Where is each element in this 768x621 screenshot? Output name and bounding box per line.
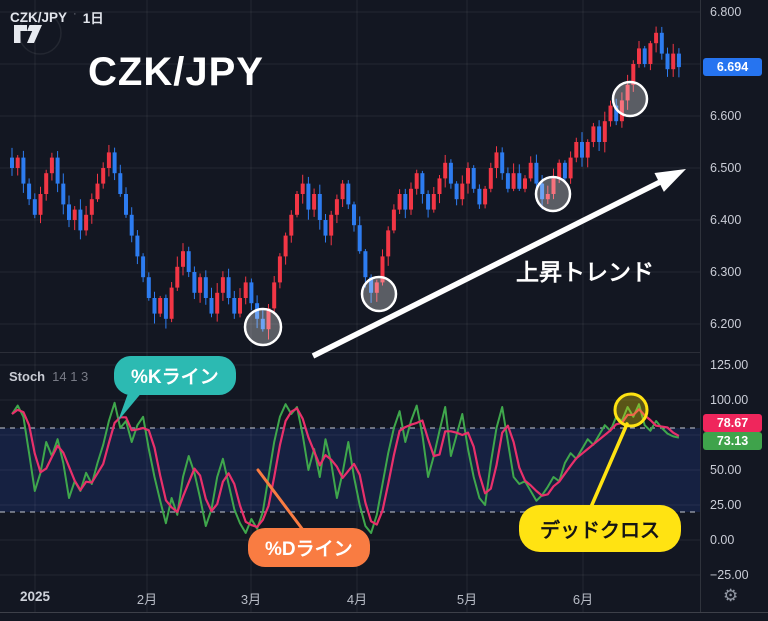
trend-arrow[interactable] — [311, 178, 664, 359]
last-price-badge: 6.694 — [703, 58, 762, 77]
logo-circle — [18, 11, 62, 55]
highlight-circle[interactable] — [360, 275, 398, 313]
timeframe-label[interactable]: 1日 — [82, 11, 104, 26]
time-tick-label: 2025 — [19, 589, 51, 604]
highlight-circle[interactable] — [534, 175, 572, 213]
indicator-legend[interactable]: Stoch 14 1 3 — [9, 369, 88, 384]
dead-badge-tail — [589, 422, 629, 509]
stoch-tick-label: 25.00 — [710, 498, 742, 512]
price-tick-label: 6.800 — [710, 5, 742, 19]
time-tick-label: 3月 — [240, 592, 262, 607]
logo-glyph-1 — [14, 25, 27, 43]
price-tick-label: 6.400 — [710, 213, 742, 227]
time-tick-label: 2月 — [136, 592, 158, 607]
dead-cross-circle[interactable] — [613, 392, 649, 428]
indicator-name[interactable]: Stoch — [9, 369, 46, 384]
symbol-header[interactable]: CZK/JPY · 1日 — [10, 7, 104, 27]
time-axis[interactable]: 2025 2月 3月 4月 5月 6月 — [0, 583, 700, 613]
header-separator: · — [73, 8, 77, 20]
k-line-badge[interactable]: %Kライン — [114, 356, 236, 395]
d-badge-tail — [256, 468, 305, 532]
watermark-title: CZK/JPY — [88, 50, 264, 94]
stoch-k-line — [11, 401, 680, 534]
highlight-circle[interactable] — [611, 80, 649, 118]
stoch-tick-label: 50.00 — [710, 463, 742, 477]
price-tick-label: 6.300 — [710, 265, 742, 279]
logo-glyph-7 — [27, 25, 42, 43]
price-axis[interactable]: 6.800 6.600 6.500 6.400 6.300 6.200 125.00 100.… — [700, 0, 768, 612]
stoch-d-badge: 78.67 — [703, 414, 762, 432]
price-tick-label: 6.200 — [710, 317, 742, 331]
price-tick-label: 6.600 — [710, 109, 742, 123]
highlight-circle[interactable] — [243, 307, 283, 347]
stoch-tick-label: 0.00 — [710, 533, 735, 547]
stoch-tick-label: −25.00 — [710, 568, 749, 582]
indicator-params: 14 1 3 — [52, 369, 89, 384]
time-tick-label: 6月 — [572, 592, 594, 607]
trend-arrow-head — [654, 169, 686, 192]
stoch-d-line — [11, 407, 680, 529]
d-line-badge[interactable]: %Dライン — [248, 528, 370, 567]
dead-cross-badge[interactable]: デッドクロス — [519, 505, 681, 552]
stoch-tick-label: 100.00 — [710, 393, 749, 407]
time-tick-label: 4月 — [346, 592, 368, 607]
gear-icon[interactable]: ⚙ — [723, 586, 739, 605]
uptrend-label[interactable]: 上昇トレンド — [516, 259, 654, 285]
stoch-tick-label: 125.00 — [710, 358, 749, 372]
price-tick-label: 6.500 — [710, 161, 742, 175]
symbol-name[interactable]: CZK/JPY — [10, 9, 68, 25]
time-tick-label: 5月 — [456, 592, 478, 607]
stoch-k-badge: 73.13 — [703, 432, 762, 450]
tradingview-logo[interactable] — [0, 0, 70, 60]
